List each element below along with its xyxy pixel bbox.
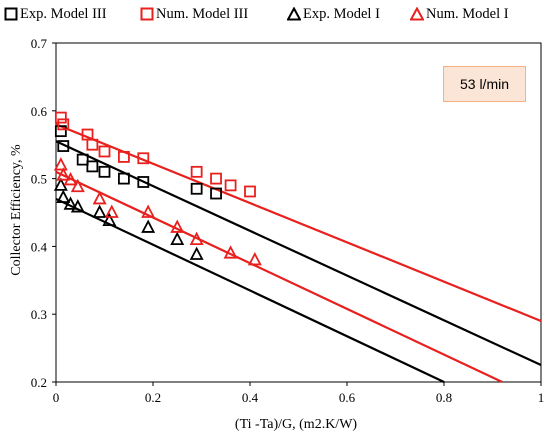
flow-rate-annotation: 53 l/min [443, 66, 526, 102]
trend-line [55, 197, 445, 383]
data-point-square [98, 145, 111, 158]
legend-label: Exp. Model III [20, 5, 107, 22]
data-point-square [57, 118, 70, 131]
data-point-triangle [56, 167, 71, 181]
data-point-square [244, 185, 256, 198]
y-tick-label: 0.6 [31, 104, 48, 119]
legend-label: Num. Model III [156, 5, 249, 22]
data-point-triangle [63, 172, 78, 186]
data-point-square [54, 111, 67, 124]
data-point-triangle [223, 245, 238, 259]
plot-area-border [55, 42, 542, 383]
y-tick-label: 0.5 [31, 172, 47, 187]
legend-marker-square-black [4, 7, 18, 21]
data-point-triangle [56, 189, 71, 203]
legend-marker-triangle-black [287, 7, 301, 21]
y-tick-label: 0.2 [31, 375, 47, 390]
data-point-square [118, 151, 130, 163]
data-point-square [190, 182, 203, 195]
x-tick-label: 0.2 [145, 390, 161, 405]
legend-item-exp-model-i: Exp. Model I [287, 3, 380, 25]
x-tick-label: 0.6 [339, 390, 356, 405]
legend-item-num-model-iii: Num. Model III [140, 3, 248, 25]
legend-item-num-model-i: Num. Model I [410, 3, 509, 25]
data-point-triangle [63, 196, 78, 210]
y-axis-label: Collector Efficiency, % [9, 144, 24, 276]
x-tick-label: 0 [53, 390, 60, 405]
data-point-triangle [170, 219, 185, 233]
flow-rate-label: 53 l/min [459, 76, 510, 92]
trend-line [55, 123, 542, 322]
data-point-triangle [92, 191, 107, 205]
data-point-triangle [141, 204, 156, 218]
legend-label: Exp. Model I [303, 5, 380, 22]
data-point-square [98, 165, 111, 178]
data-point-triangle [92, 204, 107, 218]
data-point-square [190, 165, 203, 178]
data-point-triangle [189, 246, 204, 260]
data-point-square [224, 179, 237, 192]
x-tick-label: 0.8 [436, 390, 452, 405]
data-point-triangle [170, 231, 185, 246]
data-point-square [137, 152, 150, 165]
data-point-triangle [70, 178, 85, 193]
data-point-square [118, 172, 130, 185]
legend: Exp. Model III Num. Model III Exp. Model… [4, 3, 549, 25]
legend-marker-triangle-red [410, 7, 424, 21]
data-point-triangle [53, 177, 68, 191]
data-point-square [210, 187, 222, 200]
data-point-triangle [247, 252, 262, 266]
data-point-square [137, 176, 150, 188]
data-point-square [86, 160, 99, 173]
data-point-square [86, 138, 99, 151]
data-point-square [76, 153, 89, 166]
x-axis-label: (Ti -Ta)/G, (m2.K/W) [235, 417, 357, 432]
legend-label: Num. Model I [426, 5, 509, 22]
data-point-triangle [70, 199, 85, 213]
data-point-triangle [189, 231, 204, 246]
y-tick-label: 0.7 [31, 36, 48, 51]
data-point-triangle [53, 157, 68, 171]
trend-line [55, 140, 542, 367]
legend-item-exp-model-iii: Exp. Model III [4, 3, 107, 25]
data-point-square [54, 125, 67, 138]
data-point-triangle [102, 212, 117, 227]
y-tick-label: 0.4 [31, 239, 48, 254]
data-point-square [57, 140, 70, 152]
trend-line [55, 170, 503, 383]
x-tick-label: 1 [538, 390, 545, 405]
data-point-triangle [141, 219, 156, 233]
legend-marker-square-red [140, 7, 154, 21]
y-tick-label: 0.3 [31, 307, 47, 322]
data-point-square [210, 172, 222, 185]
data-point-triangle [104, 204, 119, 218]
x-tick-label: 0.4 [242, 390, 259, 405]
